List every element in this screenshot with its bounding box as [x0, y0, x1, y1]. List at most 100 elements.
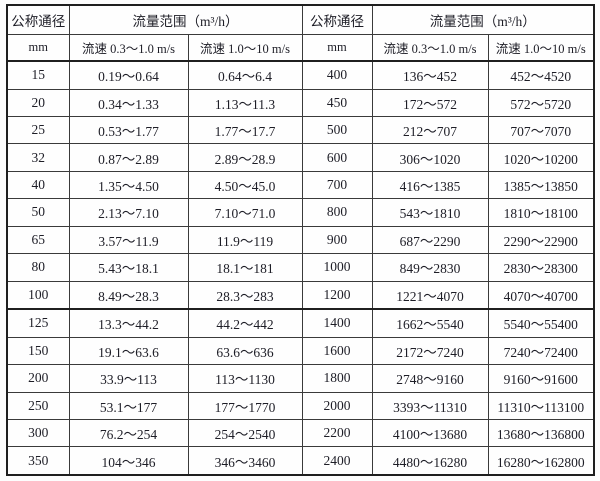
diameter-cell: 900	[301, 225, 373, 255]
diameter-cell: 800	[301, 198, 373, 227]
flow-low-cell: 4480～16280	[371, 446, 489, 476]
flow-low-cell: 306～1020	[371, 143, 489, 172]
flow-high-cell: 707～7070	[487, 115, 595, 145]
flow-high-cell: 1020～10200	[487, 143, 595, 172]
flow-low-cell: 543～1810	[371, 198, 489, 227]
diameter-cell: 15	[6, 60, 70, 90]
diameter-cell: 40	[6, 170, 70, 200]
flow-high-cell: 9160～91600	[487, 364, 595, 393]
flow-high-cell: 4070～40700	[487, 280, 595, 310]
diameter-cell: 20	[6, 88, 70, 118]
flow-high-cell: 254～2540	[187, 418, 303, 448]
flow-low-cell: 1662～5540	[371, 308, 489, 338]
flow-low-cell: 53.1～177	[68, 391, 189, 420]
flow-low-cell: 0.19～0.64	[68, 60, 189, 90]
diameter-cell: 700	[301, 170, 373, 200]
flow-range-table: 公称通径 流量范围（m³/h） 公称通径 流量范围（m³/h） mm 流速 0.…	[6, 4, 595, 476]
flow-high-cell: 28.3～283	[187, 280, 303, 310]
flow-high-cell: 2830～28300	[487, 253, 595, 282]
diameter-cell: 150	[6, 336, 70, 366]
flow-low-cell: 1221～4070	[371, 280, 489, 310]
flow-range-header-right: 流量范围（m³/h）	[371, 4, 595, 35]
table-row: 65 3.57～11.9 11.9～119 900 687～2290 2290～22900	[6, 225, 595, 255]
table-row: 32 0.87～2.89 2.89～28.9 600 306～1020 1020～1020…	[6, 143, 595, 172]
table-row: 125 13.3～44.2 44.2～442 1400 1662～5540 5540～55…	[6, 308, 595, 338]
table-row: 20 0.34～1.33 1.13～11.3 450 172～572 572～5720	[6, 88, 595, 118]
diameter-cell: 300	[6, 418, 70, 448]
flow-high-cell: 11.9～119	[187, 225, 303, 255]
flow-low-cell: 1.35～4.50	[68, 170, 189, 200]
flow-high-cell: 4.50～45.0	[187, 170, 303, 200]
diameter-cell: 250	[6, 391, 70, 420]
flow-low-cell: 3.57～11.9	[68, 225, 189, 255]
table-row: 350 104～346 346～3460 2400 4480～16280 16280～16…	[6, 446, 595, 476]
flow-low-cell: 8.49～28.3	[68, 280, 189, 310]
flow-high-cell: 13680～136800	[487, 418, 595, 448]
table-row: 50 2.13～7.10 7.10～71.0 800 543～1810 1810～1810…	[6, 198, 595, 227]
flow-low-cell: 0.87～2.89	[68, 143, 189, 172]
flow-low-cell: 172～572	[371, 88, 489, 118]
table-header: 公称通径 流量范围（m³/h） 公称通径 流量范围（m³/h） mm 流速 0.…	[6, 4, 595, 62]
flow-low-cell: 416～1385	[371, 170, 489, 200]
diameter-cell: 1200	[301, 280, 373, 310]
flow-high-cell: 2290～22900	[487, 225, 595, 255]
flow-high-cell: 11310～113100	[487, 391, 595, 420]
table-row: 200 33.9～113 113～1130 1800 2748～9160 9160～916…	[6, 364, 595, 393]
table-row: 300 76.2～254 254～2540 2200 4100～13680 13680～1…	[6, 418, 595, 448]
diameter-cell: 80	[6, 253, 70, 282]
header-row-2: mm 流速 0.3～1.0 m/s 流速 1.0～10 m/s mm 流速 0.…	[6, 34, 595, 62]
diameter-cell: 500	[301, 115, 373, 145]
flow-low-cell: 2.13～7.10	[68, 198, 189, 227]
table-row: 15 0.19～0.64 0.64～6.4 400 136～452 452～4520	[6, 60, 595, 90]
velocity-low-header-left: 流速 0.3～1.0 m/s	[68, 34, 189, 62]
diameter-cell: 125	[6, 308, 70, 338]
flow-high-cell: 2.89～28.9	[187, 143, 303, 172]
flow-low-cell: 33.9～113	[68, 364, 189, 393]
diameter-header-right: 公称通径	[301, 4, 373, 35]
flow-low-cell: 13.3～44.2	[68, 308, 189, 338]
flow-low-cell: 76.2～254	[68, 418, 189, 448]
flow-high-cell: 113～1130	[187, 364, 303, 393]
diameter-cell: 1000	[301, 253, 373, 282]
flow-high-cell: 7.10～71.0	[187, 198, 303, 227]
flow-low-cell: 4100～13680	[371, 418, 489, 448]
flow-low-cell: 2172～7240	[371, 336, 489, 366]
flow-high-cell: 452～4520	[487, 60, 595, 90]
diameter-cell: 2200	[301, 418, 373, 448]
table-row: 80 5.43～18.1 18.1～181 1000 849～2830 2830～2830…	[6, 253, 595, 282]
mm-header-right: mm	[301, 34, 373, 62]
velocity-low-header-right: 流速 0.3～1.0 m/s	[371, 34, 489, 62]
diameter-cell: 200	[6, 364, 70, 393]
flow-high-cell: 63.6～636	[187, 336, 303, 366]
flow-low-cell: 5.43～18.1	[68, 253, 189, 282]
flow-high-cell: 16280～162800	[487, 446, 595, 476]
table-row: 250 53.1～177 177～1770 2000 3393～11310 11310～1…	[6, 391, 595, 420]
velocity-high-header-left: 流速 1.0～10 m/s	[187, 34, 303, 62]
flow-low-cell: 3393～11310	[371, 391, 489, 420]
diameter-cell: 1800	[301, 364, 373, 393]
flow-high-cell: 572～5720	[487, 88, 595, 118]
flow-high-cell: 44.2～442	[187, 308, 303, 338]
flow-high-cell: 1.77～17.7	[187, 115, 303, 145]
table-body: 15 0.19～0.64 0.64～6.4 400 136～452 452～4520 20 0…	[6, 60, 595, 476]
diameter-cell: 600	[301, 143, 373, 172]
diameter-cell: 400	[301, 60, 373, 90]
diameter-cell: 1600	[301, 336, 373, 366]
table-row: 40 1.35～4.50 4.50～45.0 700 416～1385 1385～1385…	[6, 170, 595, 200]
diameter-cell: 350	[6, 446, 70, 476]
flow-low-cell: 687～2290	[371, 225, 489, 255]
diameter-cell: 65	[6, 225, 70, 255]
mm-header-left: mm	[6, 34, 70, 62]
flow-high-cell: 0.64～6.4	[187, 60, 303, 90]
diameter-cell: 2000	[301, 391, 373, 420]
flow-high-cell: 18.1～181	[187, 253, 303, 282]
diameter-cell: 2400	[301, 446, 373, 476]
flow-low-cell: 212～707	[371, 115, 489, 145]
flow-low-cell: 19.1～63.6	[68, 336, 189, 366]
flow-low-cell: 0.53～1.77	[68, 115, 189, 145]
table-row: 150 19.1～63.6 63.6～636 1600 2172～7240 7240～72…	[6, 336, 595, 366]
table-row: 25 0.53～1.77 1.77～17.7 500 212～707 707～7070	[6, 115, 595, 145]
header-row-1: 公称通径 流量范围（m³/h） 公称通径 流量范围（m³/h）	[6, 4, 595, 35]
flow-low-cell: 0.34～1.33	[68, 88, 189, 118]
diameter-cell: 100	[6, 280, 70, 310]
